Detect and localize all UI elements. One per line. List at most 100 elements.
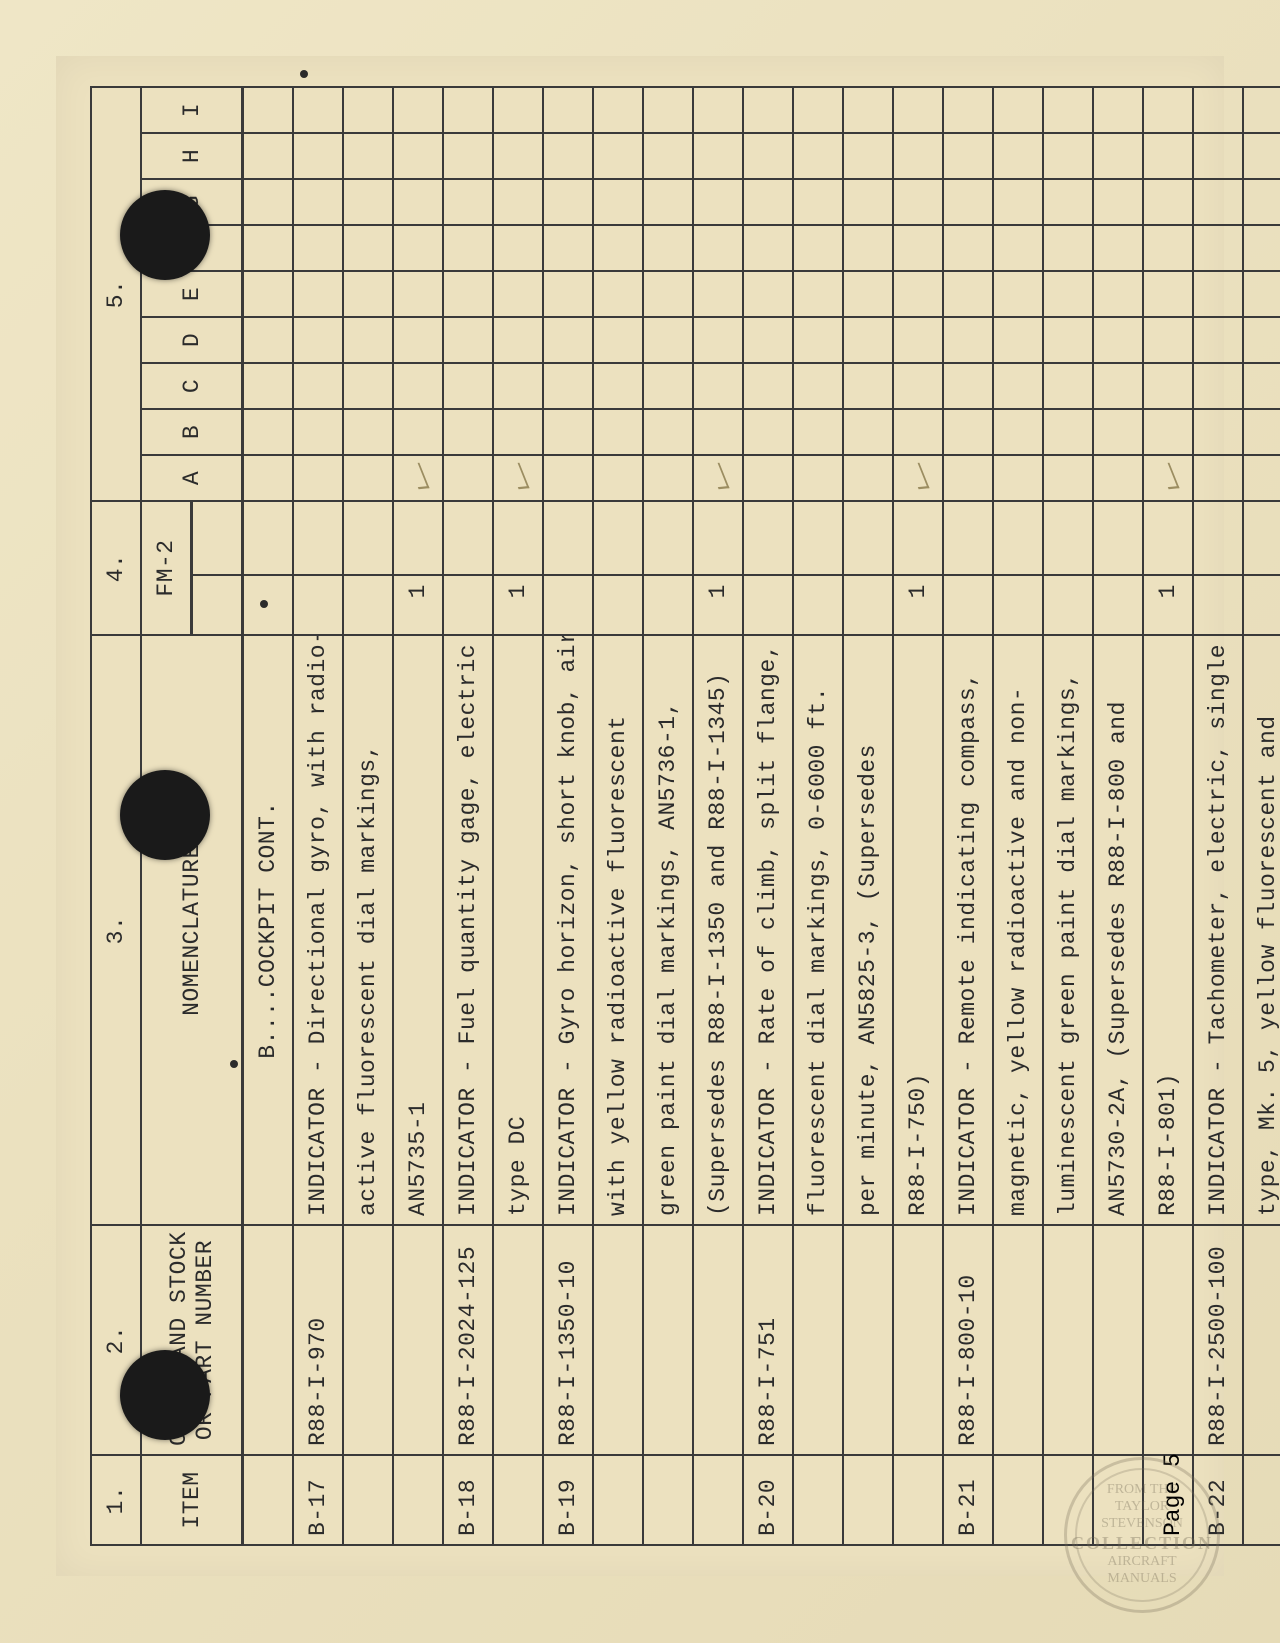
table-row: per minute, AN5825-3, (Supersedes bbox=[843, 87, 893, 1545]
cell-group5 bbox=[1193, 87, 1243, 133]
cell-group5 bbox=[1193, 271, 1243, 317]
cell-fm2-qty bbox=[293, 575, 343, 635]
cell-group5 bbox=[343, 363, 393, 409]
cell-group5 bbox=[893, 363, 943, 409]
cell-stock bbox=[693, 1225, 743, 1455]
cell-group5 bbox=[1243, 271, 1280, 317]
cell-nomenclature: with yellow radioactive fluorescent bbox=[593, 635, 643, 1225]
cell-group5 bbox=[343, 87, 393, 133]
cell-fm2-b bbox=[543, 501, 593, 575]
cell-stock: R88-I-2500-100 bbox=[1193, 1225, 1243, 1455]
cell-group5 bbox=[843, 271, 893, 317]
cell-nomenclature: R88-I-801) bbox=[1143, 635, 1193, 1225]
cell-group5 bbox=[893, 87, 943, 133]
cell-group5 bbox=[793, 363, 843, 409]
cell-group5 bbox=[1193, 225, 1243, 271]
cell-group5 bbox=[393, 225, 443, 271]
cell-group5 bbox=[993, 409, 1043, 455]
cell-group5 bbox=[393, 317, 443, 363]
hdr-I: I bbox=[141, 87, 243, 133]
cell-fm2-qty bbox=[843, 575, 893, 635]
cell-group5 bbox=[343, 409, 393, 455]
cell-group5 bbox=[493, 271, 543, 317]
sec-3: 3. bbox=[91, 635, 141, 1225]
cell-group5 bbox=[443, 271, 493, 317]
cell-group5 bbox=[1193, 409, 1243, 455]
cell-group5 bbox=[593, 409, 643, 455]
speck-icon bbox=[300, 70, 308, 78]
cell-group5 bbox=[693, 87, 743, 133]
cell-nomenclature: magnetic, yellow radioactive and non- bbox=[993, 635, 1043, 1225]
cell-group5 bbox=[1193, 179, 1243, 225]
cell-group5 bbox=[843, 455, 893, 501]
cell-group5 bbox=[843, 225, 893, 271]
cell-group5 bbox=[993, 225, 1043, 271]
cell-group5 bbox=[1043, 363, 1093, 409]
cell-group5 bbox=[743, 455, 793, 501]
cell-item bbox=[593, 1455, 643, 1545]
form-sheet: 1. 2. 3. 4. 5. ITEM CLASS AND STOCK OR P… bbox=[56, 56, 1224, 1576]
cell-group5 bbox=[443, 409, 493, 455]
sec-5: 5. bbox=[91, 87, 141, 501]
cell-group5 bbox=[493, 317, 543, 363]
cell-group5 bbox=[943, 133, 993, 179]
table-row: luminescent green paint dial markings, bbox=[1043, 87, 1093, 1545]
cell-nomenclature: (Supersedes R88-I-1350 and R88-I-1345) bbox=[693, 635, 743, 1225]
cell-group5 bbox=[1093, 363, 1143, 409]
cell-item bbox=[493, 1455, 543, 1545]
cell-fm2-qty bbox=[1093, 575, 1143, 635]
cell-group5 bbox=[1143, 133, 1193, 179]
cell-group5 bbox=[1043, 133, 1093, 179]
cell-group5 bbox=[643, 455, 693, 501]
table-row: B-22R88-I-2500-100INDICATOR - Tachometer… bbox=[1193, 87, 1243, 1545]
cell-group5 bbox=[943, 455, 993, 501]
hdr-fm2-sub-b bbox=[192, 501, 243, 575]
cell-fm2-b bbox=[1043, 501, 1093, 575]
speck-icon bbox=[230, 1060, 238, 1068]
cell-nomenclature: INDICATOR - Rate of climb, split flange, bbox=[743, 635, 793, 1225]
stamp-line: COLLECTION bbox=[1071, 1533, 1213, 1555]
cell-group5 bbox=[1093, 455, 1143, 501]
table-row: AN5735-11 bbox=[393, 87, 443, 1545]
cell-group5 bbox=[543, 133, 593, 179]
cell-group5 bbox=[443, 317, 493, 363]
cell-item bbox=[643, 1455, 693, 1545]
checkmark-icon bbox=[503, 466, 527, 490]
cell-fm2-b bbox=[443, 501, 493, 575]
cell-group5 bbox=[1193, 363, 1243, 409]
cell-stock bbox=[393, 1225, 443, 1455]
table-row: B-20R88-I-751INDICATOR - Rate of climb, … bbox=[743, 87, 793, 1545]
table-row: active fluorescent dial markings, bbox=[343, 87, 393, 1545]
cell-group5 bbox=[543, 363, 593, 409]
cell-item bbox=[843, 1455, 893, 1545]
rotated-content: 1. 2. 3. 4. 5. ITEM CLASS AND STOCK OR P… bbox=[90, 86, 1190, 1546]
cell-fm2-qty bbox=[643, 575, 693, 635]
cell-fm2-qty bbox=[993, 575, 1043, 635]
cell-fm2-b bbox=[843, 501, 893, 575]
cell-group5 bbox=[643, 179, 693, 225]
cell-group5 bbox=[1243, 87, 1280, 133]
checkmark-icon bbox=[903, 466, 927, 490]
stamp-line: MANUALS bbox=[1107, 1571, 1176, 1588]
cell-group5 bbox=[543, 225, 593, 271]
cell-group5 bbox=[493, 87, 543, 133]
cell-nomenclature: INDICATOR - Fuel quantity gage, electric bbox=[443, 635, 493, 1225]
cell-item bbox=[793, 1455, 843, 1545]
table-row: fluorescent dial markings, 0-6000 ft. bbox=[793, 87, 843, 1545]
cell-group5 bbox=[1043, 455, 1093, 501]
cell-group5 bbox=[543, 87, 593, 133]
cell-group5 bbox=[493, 179, 543, 225]
cell-group5 bbox=[343, 455, 393, 501]
cell-group5 bbox=[843, 363, 893, 409]
cell-group5 bbox=[993, 271, 1043, 317]
cell-group5 bbox=[643, 409, 693, 455]
table-row: green paint dial markings, AN5736-1, bbox=[643, 87, 693, 1545]
cell-group5 bbox=[393, 271, 443, 317]
cell-group5 bbox=[1143, 455, 1193, 501]
cell-item bbox=[893, 1455, 943, 1545]
cell-group5 bbox=[1143, 179, 1193, 225]
cell-stock: R88-I-970 bbox=[293, 1225, 343, 1455]
cell-fm2-b bbox=[593, 501, 643, 575]
table-row: B-17R88-I-970INDICATOR - Directional gyr… bbox=[293, 87, 343, 1545]
cell-group5 bbox=[343, 317, 393, 363]
